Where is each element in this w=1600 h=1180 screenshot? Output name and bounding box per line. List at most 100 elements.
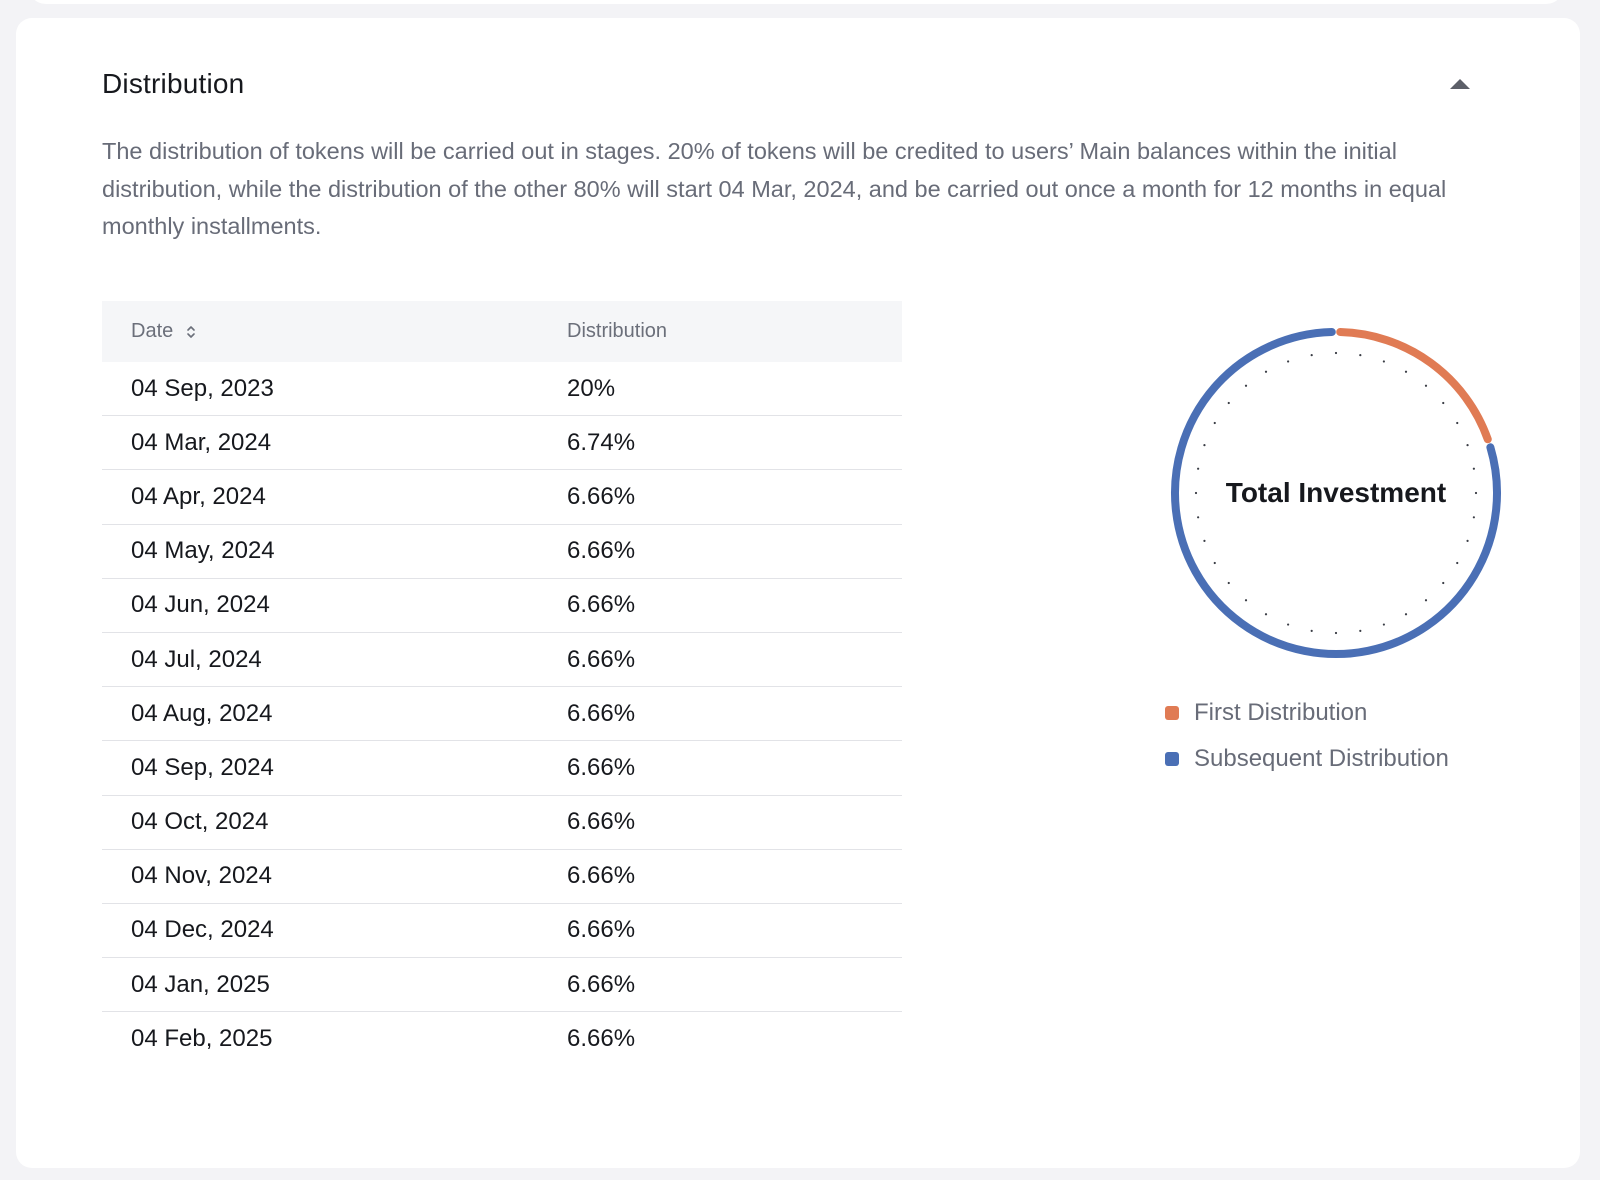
distribution-donut-chart: Total Investment bbox=[1161, 318, 1511, 668]
inner-ring-dot bbox=[1264, 613, 1268, 616]
row-distribution: 6.66% bbox=[567, 753, 636, 781]
row-date: 04 Sep, 2024 bbox=[131, 753, 274, 781]
inner-ring-dot bbox=[1472, 467, 1475, 470]
table-row: 04 Sep, 2023 20% bbox=[102, 362, 902, 417]
row-distribution: 6.66% bbox=[567, 808, 636, 836]
card-header: Distribution bbox=[102, 66, 1478, 102]
row-date: 04 Mar, 2024 bbox=[131, 428, 272, 456]
inner-ring-dot bbox=[1456, 421, 1459, 425]
collapse-button[interactable] bbox=[1442, 66, 1478, 102]
row-distribution: 6.66% bbox=[567, 970, 636, 998]
row-date: 04 Feb, 2025 bbox=[131, 1025, 273, 1053]
inner-ring-dot bbox=[1442, 581, 1445, 585]
row-distribution: 6.66% bbox=[567, 699, 636, 727]
inner-ring-dot bbox=[1424, 599, 1428, 602]
table-row: 04 Feb, 2025 6.66% bbox=[102, 1012, 902, 1066]
inner-ring-dot bbox=[1359, 354, 1362, 357]
row-distribution: 6.66% bbox=[567, 1025, 636, 1053]
row-date: 04 Apr, 2024 bbox=[131, 482, 266, 510]
inner-ring-dot bbox=[1474, 491, 1478, 495]
inner-ring-dot bbox=[1203, 539, 1206, 542]
table-header: Date Distribution bbox=[102, 301, 902, 362]
row-distribution: 6.66% bbox=[567, 591, 636, 619]
legend-item: First Distribution bbox=[1165, 690, 1449, 736]
row-date: 04 Aug, 2024 bbox=[131, 699, 273, 727]
inner-ring-dot bbox=[1382, 360, 1385, 363]
inner-ring-dot bbox=[1213, 561, 1216, 565]
chart-legend: First Distribution Subsequent Distributio… bbox=[1165, 690, 1449, 782]
inner-ring-dot bbox=[1404, 613, 1408, 616]
row-date: 04 Jun, 2024 bbox=[131, 591, 270, 619]
row-distribution: 6.66% bbox=[567, 862, 636, 890]
table-row: 04 Nov, 2024 6.66% bbox=[102, 850, 902, 904]
row-date: 04 May, 2024 bbox=[131, 537, 275, 565]
inner-ring-dot bbox=[1472, 516, 1475, 519]
row-date: 04 Dec, 2024 bbox=[131, 916, 274, 944]
table-row: 04 Oct, 2024 6.66% bbox=[102, 796, 902, 850]
inner-ring-dot bbox=[1197, 516, 1200, 519]
row-date: 04 Nov, 2024 bbox=[131, 862, 272, 890]
row-distribution: 20% bbox=[567, 374, 616, 402]
inner-ring-dot bbox=[1466, 444, 1469, 447]
inner-ring-dot bbox=[1424, 384, 1428, 387]
donut-segment-first-distribution[interactable] bbox=[1336, 328, 1492, 444]
inner-ring-dot bbox=[1287, 623, 1290, 626]
inner-ring-dot bbox=[1310, 629, 1313, 632]
inner-ring-dot bbox=[1244, 599, 1248, 602]
inner-ring-dot bbox=[1466, 539, 1469, 542]
legend-swatch bbox=[1165, 752, 1179, 766]
distribution-card: Distribution The distribution of tokens … bbox=[16, 18, 1580, 1168]
table-body: 04 Sep, 2023 20% 04 Mar, 2024 6.74% 04 Apr, … bbox=[102, 362, 902, 1066]
inner-ring-dot bbox=[1382, 623, 1385, 626]
legend-label: Subsequent Distribution bbox=[1194, 745, 1449, 772]
donut-segment-subsequent-distribution[interactable] bbox=[1171, 328, 1501, 658]
table-row: 04 Mar, 2024 6.74% bbox=[102, 416, 902, 471]
donut-svg bbox=[1171, 328, 1501, 658]
inner-ring-dot bbox=[1334, 351, 1338, 355]
inner-ring-dot bbox=[1227, 401, 1230, 405]
distribution-column-header: Distribution bbox=[567, 320, 668, 342]
table-row: 04 Jul, 2024 6.66% bbox=[102, 633, 902, 688]
inner-ring-dot bbox=[1310, 354, 1313, 357]
distribution-description: The distribution of tokens will be carri… bbox=[102, 138, 1447, 239]
inner-ring-dot bbox=[1203, 444, 1206, 447]
inner-ring-dot bbox=[1334, 631, 1338, 635]
inner-ring-dot bbox=[1227, 581, 1230, 585]
row-date: 04 Jan, 2025 bbox=[131, 970, 270, 998]
inner-ring-dot bbox=[1456, 561, 1459, 565]
row-date: 04 Oct, 2024 bbox=[131, 808, 269, 836]
row-distribution: 6.66% bbox=[567, 916, 636, 944]
table-row: 04 Dec, 2024 6.66% bbox=[102, 904, 902, 959]
inner-ring-dot bbox=[1287, 360, 1290, 363]
row-distribution: 6.66% bbox=[567, 645, 636, 673]
date-header-label: Date bbox=[131, 320, 174, 342]
row-date: 04 Sep, 2023 bbox=[131, 374, 274, 402]
sort-icon[interactable] bbox=[186, 324, 196, 340]
section-title: Distribution bbox=[102, 68, 245, 99]
inner-ring-dot bbox=[1359, 629, 1362, 632]
row-distribution: 6.74% bbox=[567, 428, 636, 456]
row-distribution: 6.66% bbox=[567, 537, 636, 565]
inner-ring-dot bbox=[1442, 401, 1445, 405]
chart-center-label: Total Investment bbox=[1225, 477, 1447, 508]
table-row: 04 May, 2024 6.66% bbox=[102, 525, 902, 579]
table-row: 04 Sep, 2024 6.66% bbox=[102, 741, 902, 796]
caret-up-icon bbox=[1450, 79, 1470, 89]
table-row: 04 Jan, 2025 6.66% bbox=[102, 958, 902, 1013]
row-date: 04 Jul, 2024 bbox=[131, 645, 262, 673]
table-row: 04 Apr, 2024 6.66% bbox=[102, 470, 902, 525]
table-row: 04 Aug, 2024 6.66% bbox=[102, 687, 902, 742]
inner-ring-dot bbox=[1213, 421, 1216, 425]
legend-swatch bbox=[1165, 706, 1179, 720]
legend-item: Subsequent Distribution bbox=[1165, 736, 1449, 782]
inner-ring-dot bbox=[1404, 370, 1408, 373]
inner-ring-dot bbox=[1244, 384, 1248, 387]
table-row: 04 Jun, 2024 6.66% bbox=[102, 579, 902, 633]
inner-ring-dot bbox=[1264, 370, 1268, 373]
row-distribution: 6.66% bbox=[567, 482, 636, 510]
inner-ring-dot bbox=[1194, 491, 1198, 495]
legend-label: First Distribution bbox=[1194, 699, 1368, 726]
date-column-header[interactable]: Date bbox=[102, 320, 567, 343]
previous-card-edge bbox=[28, 0, 1564, 4]
inner-ring-dot bbox=[1197, 467, 1200, 470]
